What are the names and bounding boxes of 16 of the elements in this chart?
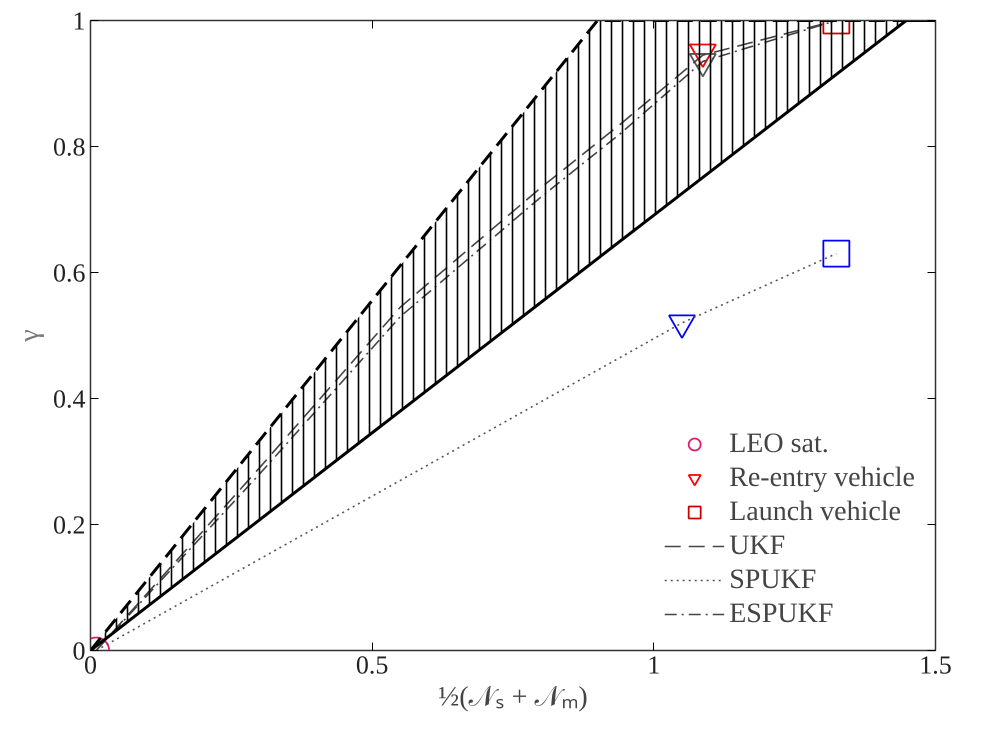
legend-label: Launch vehicle — [729, 496, 901, 528]
y-axis-title: γ — [14, 329, 45, 343]
x-tick-label: 1.5 — [919, 650, 952, 680]
x-axis-title: ½(𝒩ₛ + 𝒩ₘ) — [438, 682, 588, 712]
legend-label: SPUKF — [729, 564, 816, 596]
y-tick-label: 0.8 — [53, 132, 86, 162]
legend-label: UKF — [729, 530, 786, 562]
y-tick-label: 0.4 — [53, 384, 86, 414]
y-tick-label: 0.2 — [53, 510, 86, 540]
legend-label: Re-entry vehicle — [729, 462, 915, 494]
legend-label: ESPUKF — [729, 598, 834, 630]
x-tick-label: 0.5 — [356, 650, 388, 680]
x-tick-label: 1 — [647, 650, 660, 680]
legend-label: LEO sat. — [729, 428, 829, 460]
y-tick-label: 1 — [72, 6, 86, 36]
y-tick-label: 0.6 — [53, 258, 86, 288]
